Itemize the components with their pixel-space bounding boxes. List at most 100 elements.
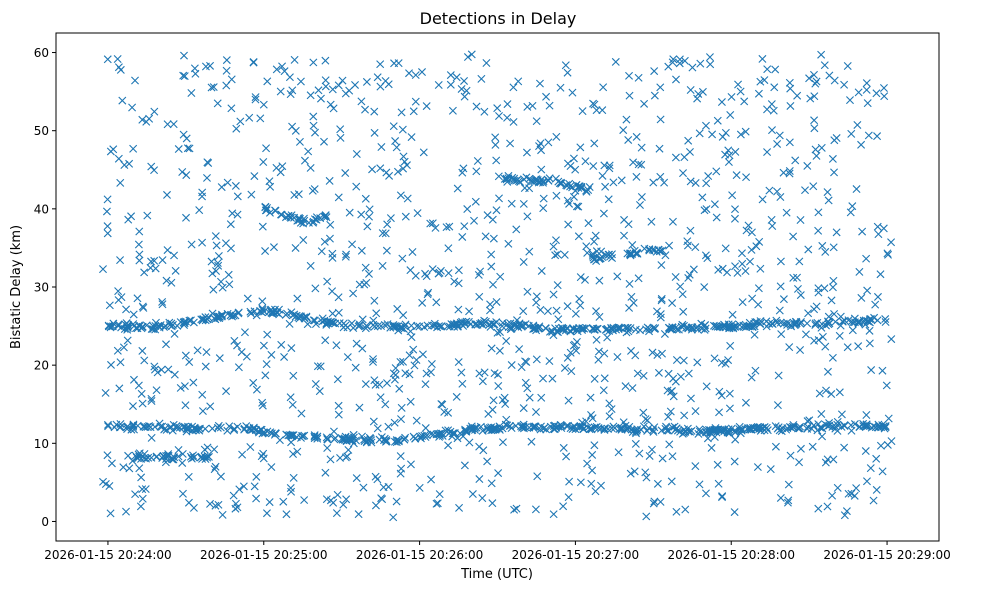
data-point: [261, 247, 270, 256]
data-point: [734, 80, 743, 89]
data-point: [669, 392, 678, 401]
data-point: [293, 447, 302, 456]
data-point: [128, 402, 137, 411]
data-point: [189, 453, 198, 462]
data-point: [840, 443, 849, 452]
data-point: [150, 107, 159, 116]
data-point: [773, 401, 782, 410]
data-point: [776, 257, 785, 266]
data-point: [290, 55, 299, 64]
data-point: [634, 73, 643, 82]
data-point: [133, 454, 142, 463]
data-point: [198, 188, 207, 197]
data-point: [595, 276, 604, 285]
data-point: [624, 323, 633, 332]
data-point: [522, 148, 531, 157]
data-point: [775, 306, 784, 315]
data-point: [122, 507, 130, 516]
data-point: [252, 385, 261, 394]
data-point: [576, 423, 585, 432]
data-point: [187, 88, 196, 97]
data-point: [471, 425, 479, 434]
data-point: [321, 336, 330, 345]
data-point: [668, 452, 677, 461]
data-point: [656, 497, 665, 506]
data-point: [128, 103, 137, 112]
data-point: [639, 422, 648, 431]
data-point: [210, 314, 219, 323]
data-point: [408, 247, 417, 256]
data-point: [140, 356, 149, 365]
data-point: [427, 359, 436, 368]
data-point: [668, 58, 677, 67]
data-point: [812, 77, 821, 86]
data-point: [381, 229, 390, 238]
data-point: [529, 424, 538, 433]
data-point: [400, 157, 409, 166]
data-point: [750, 330, 759, 339]
data-point: [228, 209, 237, 218]
data-point: [631, 439, 640, 448]
data-point: [817, 143, 826, 152]
data-point: [814, 208, 823, 217]
data-point: [163, 190, 172, 199]
data-point: [309, 217, 318, 226]
data-point: [135, 250, 144, 259]
data-point: [840, 511, 849, 520]
data-point: [830, 168, 839, 177]
data-point: [695, 129, 704, 138]
data-point: [444, 441, 453, 450]
data-point: [686, 226, 695, 235]
data-point: [135, 227, 144, 236]
data-point: [584, 219, 593, 228]
data-point: [702, 428, 711, 437]
data-point: [411, 434, 420, 443]
data-point: [474, 270, 483, 279]
data-point: [817, 50, 826, 59]
data-point: [358, 344, 367, 353]
data-point: [122, 305, 131, 314]
data-point: [728, 191, 737, 200]
data-point: [321, 82, 330, 91]
data-point: [471, 197, 480, 206]
data-point: [252, 311, 261, 320]
data-point: [245, 113, 254, 122]
data-point: [818, 332, 827, 341]
data-point: [848, 326, 857, 335]
data-point: [213, 314, 222, 323]
data-point: [416, 432, 425, 441]
data-point: [656, 310, 665, 319]
data-point: [689, 265, 698, 274]
data-point: [312, 213, 321, 222]
data-point: [247, 426, 256, 435]
data-point: [351, 363, 360, 372]
data-point: [887, 238, 896, 247]
data-point: [326, 496, 335, 505]
data-point: [595, 312, 604, 321]
data-point: [361, 324, 370, 333]
data-point: [378, 261, 387, 270]
data-point: [532, 408, 540, 416]
data-point: [672, 75, 680, 84]
data-point: [642, 473, 651, 482]
data-point: [762, 317, 771, 326]
data-point: [114, 287, 123, 296]
data-point: [444, 244, 453, 253]
data-point: [125, 159, 134, 168]
data-point: [718, 132, 727, 141]
data-point: [876, 270, 885, 279]
data-point: [212, 267, 221, 275]
data-point: [679, 307, 688, 316]
data-point: [480, 368, 489, 377]
data-point: [475, 292, 484, 301]
data-point: [427, 475, 436, 484]
data-point: [217, 183, 226, 192]
data-point: [334, 410, 343, 419]
data-point: [879, 84, 888, 92]
data-point: [882, 381, 891, 390]
data-point: [884, 414, 893, 423]
data-point: [763, 148, 772, 157]
data-point: [537, 266, 546, 275]
data-point: [549, 510, 558, 519]
